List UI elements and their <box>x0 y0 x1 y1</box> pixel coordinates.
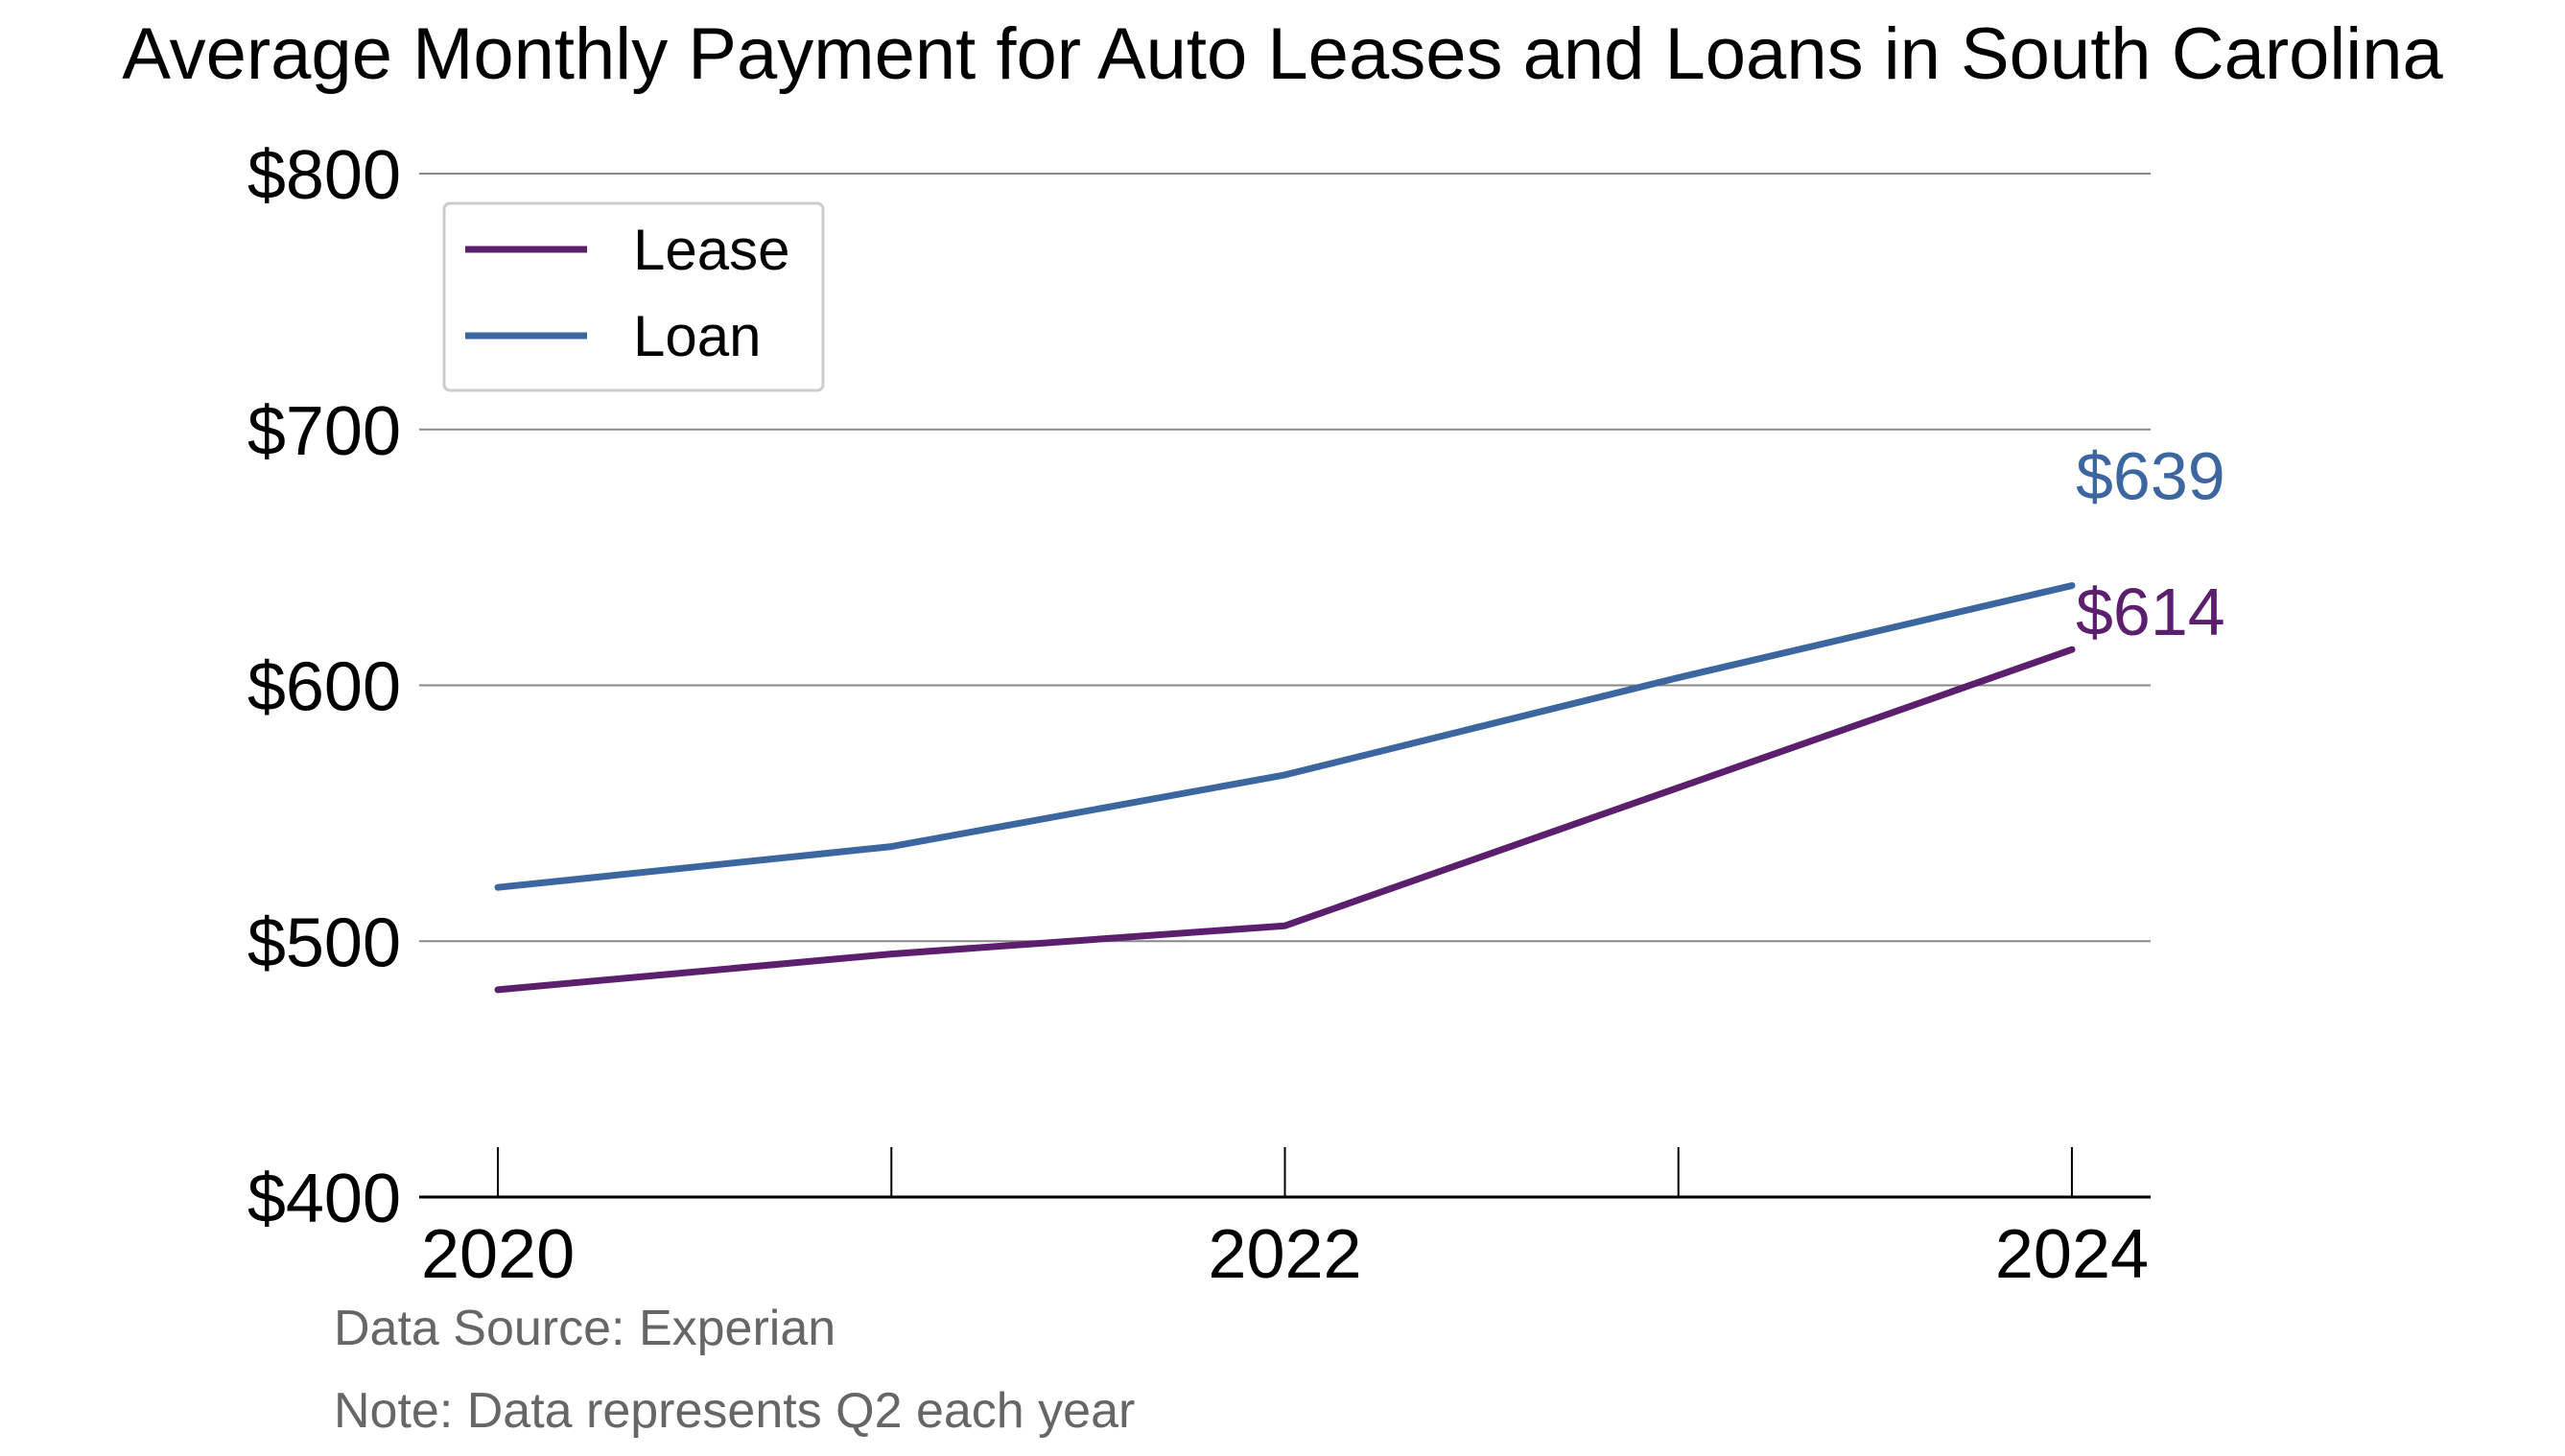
x-tick-label-2020: 2020 <box>421 1216 575 1293</box>
legend: Lease Loan <box>442 201 825 392</box>
y-tick-label-500: $500 <box>247 904 401 981</box>
legend-label-loan: Loan <box>633 304 761 368</box>
chart-title: Average Monthly Payment for Auto Leases … <box>122 13 2443 95</box>
series-lines <box>494 582 2076 994</box>
y-tick-label-600: $600 <box>247 649 401 726</box>
footnote-source: Data Source: Experian <box>334 1301 835 1356</box>
end-label-loan: $639 <box>2076 438 2225 513</box>
x-tick-label-2024: 2024 <box>1995 1216 2149 1293</box>
y-tick-label-800: $800 <box>247 137 401 214</box>
footnote-note: Note: Data represents Q2 each year <box>334 1383 1135 1439</box>
y-tick-label-400: $400 <box>247 1161 401 1237</box>
series-line-loan <box>494 582 2076 891</box>
y-axis-tick-labels: $400 $500 $600 $700 $800 <box>247 137 401 1237</box>
y-tick-label-700: $700 <box>247 393 401 470</box>
x-tick-label-2022: 2022 <box>1208 1216 1361 1293</box>
end-label-lease: $614 <box>2076 575 2225 649</box>
series-line-lease <box>494 646 2076 994</box>
legend-label-lease: Lease <box>633 218 789 282</box>
gridlines <box>419 173 2151 943</box>
x-axis: 2020 2022 2024 <box>419 1147 2151 1293</box>
end-value-labels: $614 $639 <box>2076 438 2225 649</box>
